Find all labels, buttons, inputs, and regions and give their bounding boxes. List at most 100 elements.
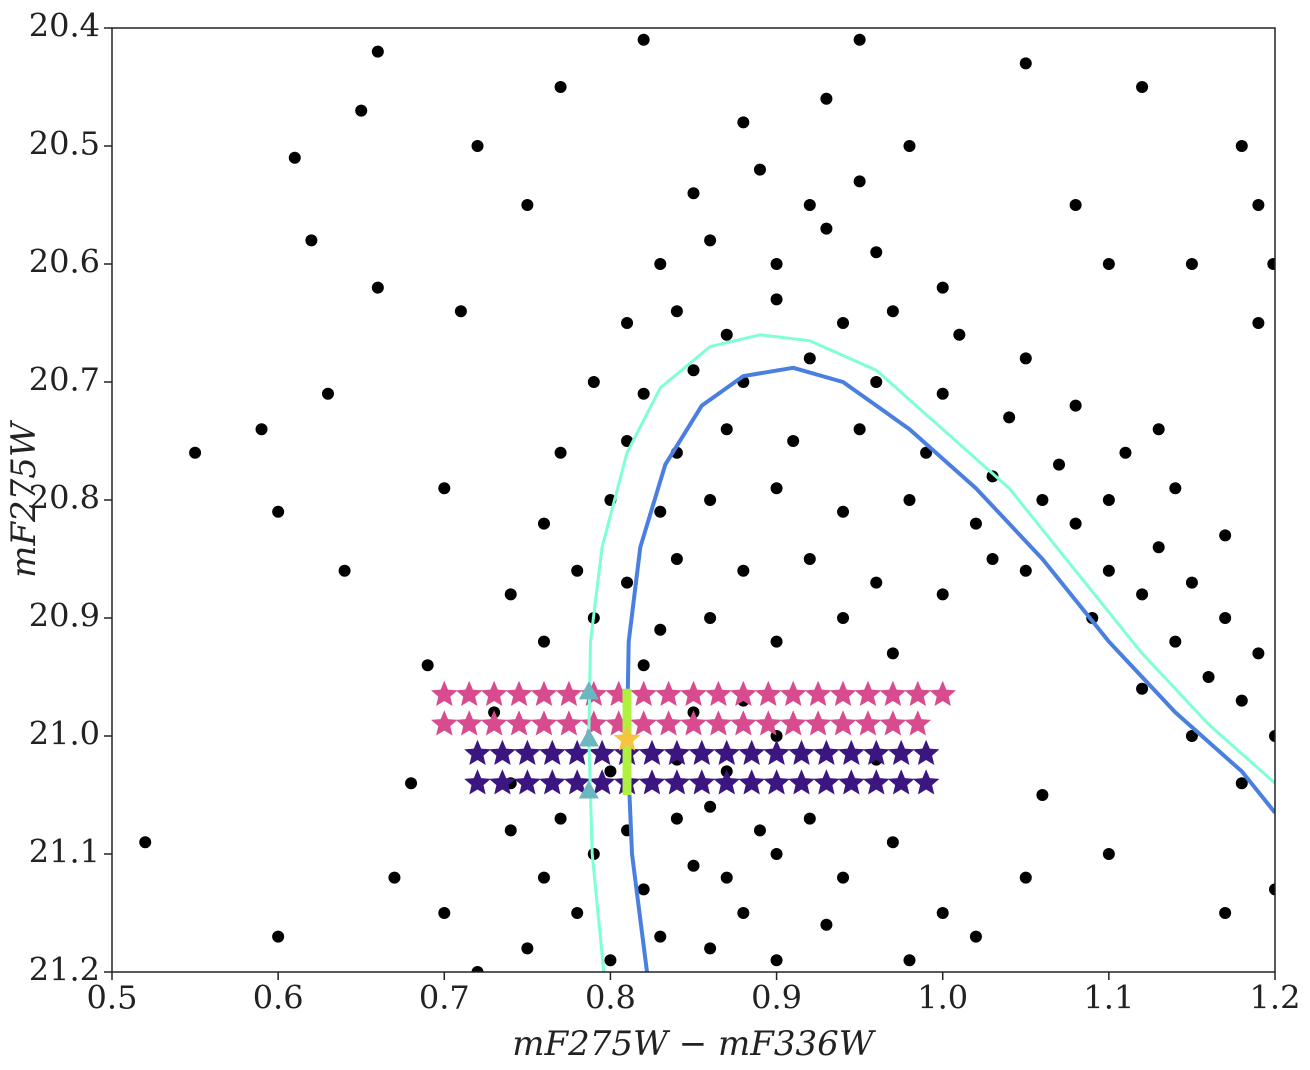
data-point [504,588,517,601]
data-point [521,942,534,955]
data-point [670,553,683,565]
star-point [638,739,666,765]
data-point [1252,317,1265,329]
data-point [604,954,617,967]
star-point [505,710,533,736]
data-point [189,446,202,459]
data-point [1235,140,1248,152]
data-point [870,376,883,388]
data-point [1019,871,1032,884]
data-point [770,635,783,648]
data-point [438,482,451,495]
star-point [912,739,940,765]
star-point [688,769,716,795]
data-point [454,305,467,318]
data-point [604,765,617,778]
data-point [654,930,667,943]
data-point [371,281,384,294]
star-point [663,769,691,795]
data-point [670,305,683,318]
data-point [1202,671,1215,683]
data-point [953,328,966,341]
data-point [737,564,750,577]
data-point [654,258,667,270]
star-point [580,710,608,736]
star-point [480,710,508,736]
data-point [1252,199,1265,211]
y-tick-label: 21.1 [29,833,100,871]
data-point [753,824,766,837]
y-tick-label: 20.9 [29,597,100,635]
star-point [655,680,682,706]
data-point [886,647,899,660]
star-point [754,680,782,706]
star-point [788,769,815,795]
star-point [904,710,932,736]
data-point [272,505,285,518]
data-point [305,234,318,247]
star-point [539,769,566,795]
x-axis-label: mF275W − mF336W [512,1024,877,1064]
data-point [837,871,850,884]
data-point [371,45,384,58]
data-point [621,576,634,589]
star-point [563,769,591,795]
star-point [763,769,790,795]
data-point [1235,777,1248,790]
data-point [537,517,550,530]
data-point [903,140,916,152]
axes-frame [111,27,1276,973]
star-point [630,680,657,706]
data-point [670,812,683,825]
data-point [720,423,733,436]
data-point [1269,883,1275,896]
data-point [571,907,584,919]
data-point [1102,848,1115,860]
data-point [820,222,833,235]
data-point [753,163,766,176]
data-point [1003,411,1016,424]
data-point [853,175,866,188]
data-point [1036,789,1049,801]
star-point [829,680,857,706]
star-point [779,710,807,736]
data-point [720,871,733,884]
data-point [438,907,451,919]
star-point [730,710,757,736]
star-point [431,710,458,736]
data-point [255,423,268,436]
data-point [1185,258,1198,270]
star-point [763,739,790,765]
data-point [704,800,717,813]
star-point [804,680,832,706]
star-point [530,710,558,736]
data-point [587,376,600,388]
data-point [1136,682,1149,695]
data-point [770,954,783,967]
data-point [1252,647,1265,660]
x-tick-label: 0.5 [87,979,138,1017]
data-point [1036,494,1049,506]
star-point [754,710,782,736]
data-point [1019,352,1032,365]
data-point [969,517,982,530]
data-point [969,930,982,943]
star-point [563,739,591,765]
data-point [936,907,949,919]
data-point [521,199,534,211]
data-point [770,482,783,495]
x-tick-label: 0.7 [419,979,470,1017]
data-point [1169,482,1182,495]
data-point [687,187,700,200]
data-point [1102,564,1115,577]
data-point [803,812,816,825]
data-point [654,505,667,518]
star-point [431,680,458,706]
data-point [820,92,833,105]
star-point [555,680,583,706]
data-point [704,234,717,247]
data-point [986,470,999,483]
data-point [837,612,850,624]
star-point [555,710,583,736]
star-point [887,739,915,765]
